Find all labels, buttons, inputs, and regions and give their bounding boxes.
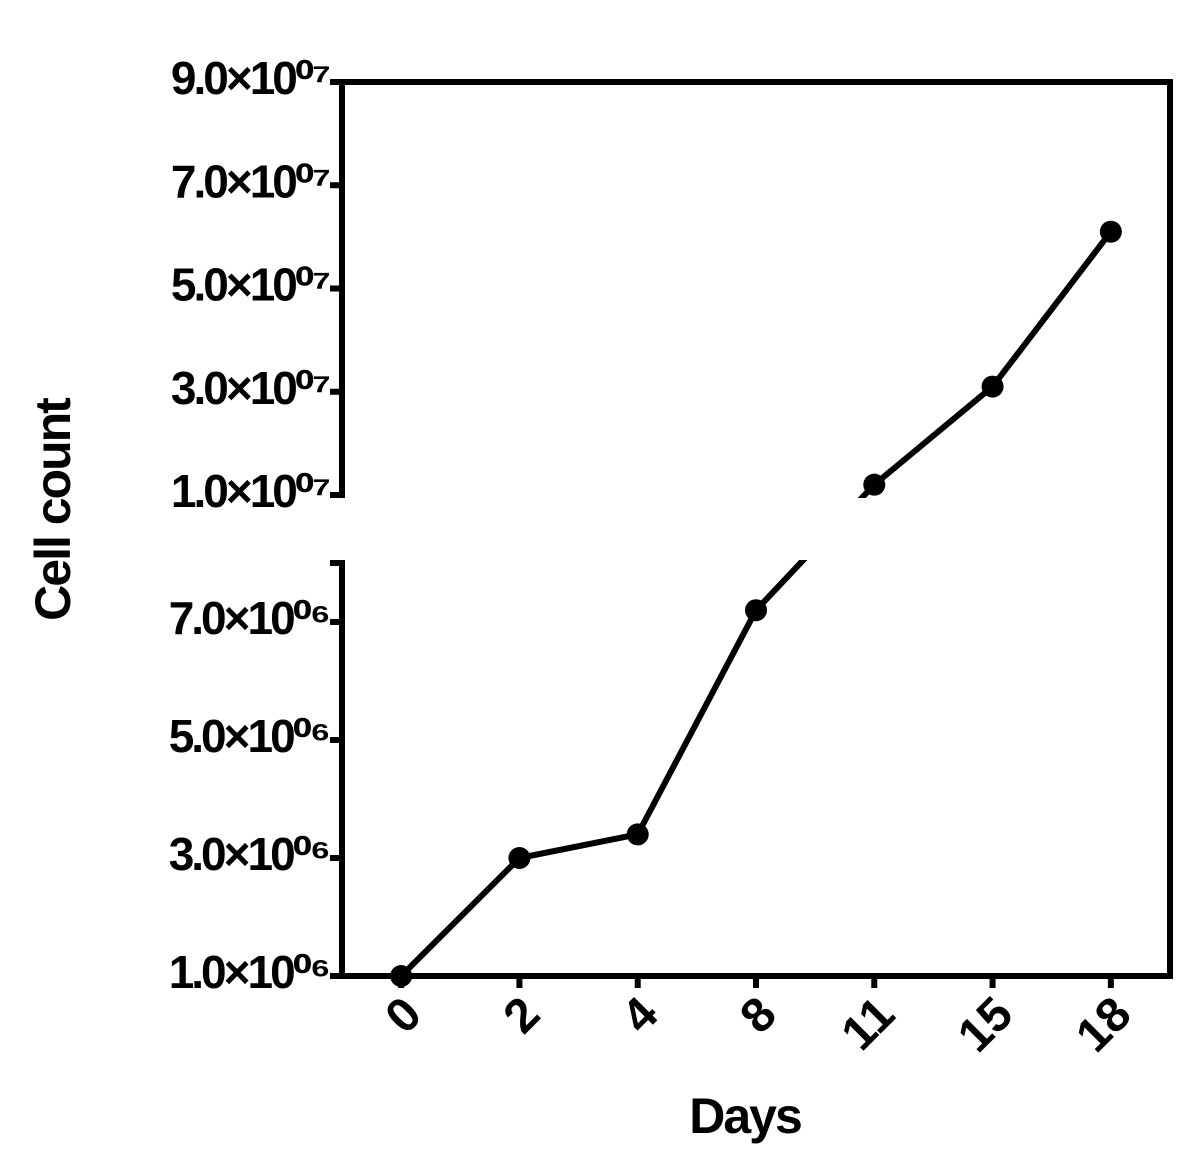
x-axis-title: Days <box>689 1088 801 1144</box>
x-tick-label: 11 <box>832 987 905 1060</box>
x-tick-label: 2 <box>494 987 550 1043</box>
y-tick-label: 3.0×10⁰⁷ <box>171 362 329 414</box>
y-tick-label: 9.0×10⁰⁷ <box>171 52 329 104</box>
axis-break-gap <box>346 498 1166 560</box>
x-tick-label: 15 <box>948 987 1023 1062</box>
y-tick-label: 1.0×10⁰⁶ <box>169 946 329 998</box>
x-tick-label: 8 <box>730 987 786 1043</box>
data-point <box>390 965 413 987</box>
y-tick-label: 1.0×10⁰⁷ <box>171 465 329 517</box>
y-tick-label: 5.0×10⁰⁶ <box>169 710 329 762</box>
x-tick-label: 4 <box>612 987 669 1044</box>
y-axis-title: Cell count <box>25 397 81 621</box>
y-tick-label: 7.0×10⁰⁷ <box>171 155 329 207</box>
data-point <box>863 473 886 496</box>
data-point <box>1099 220 1122 243</box>
data-point <box>981 375 1004 398</box>
x-tick-label: 0 <box>376 987 432 1043</box>
data-point <box>508 847 531 869</box>
y-tick-label: 7.0×10⁰⁶ <box>169 592 329 644</box>
data-point <box>745 599 767 622</box>
data-point <box>626 823 649 846</box>
x-tick-label: 18 <box>1066 987 1141 1062</box>
y-tick-label: 3.0×10⁰⁶ <box>169 828 329 880</box>
y-tick-label: 5.0×10⁰⁷ <box>171 259 329 311</box>
